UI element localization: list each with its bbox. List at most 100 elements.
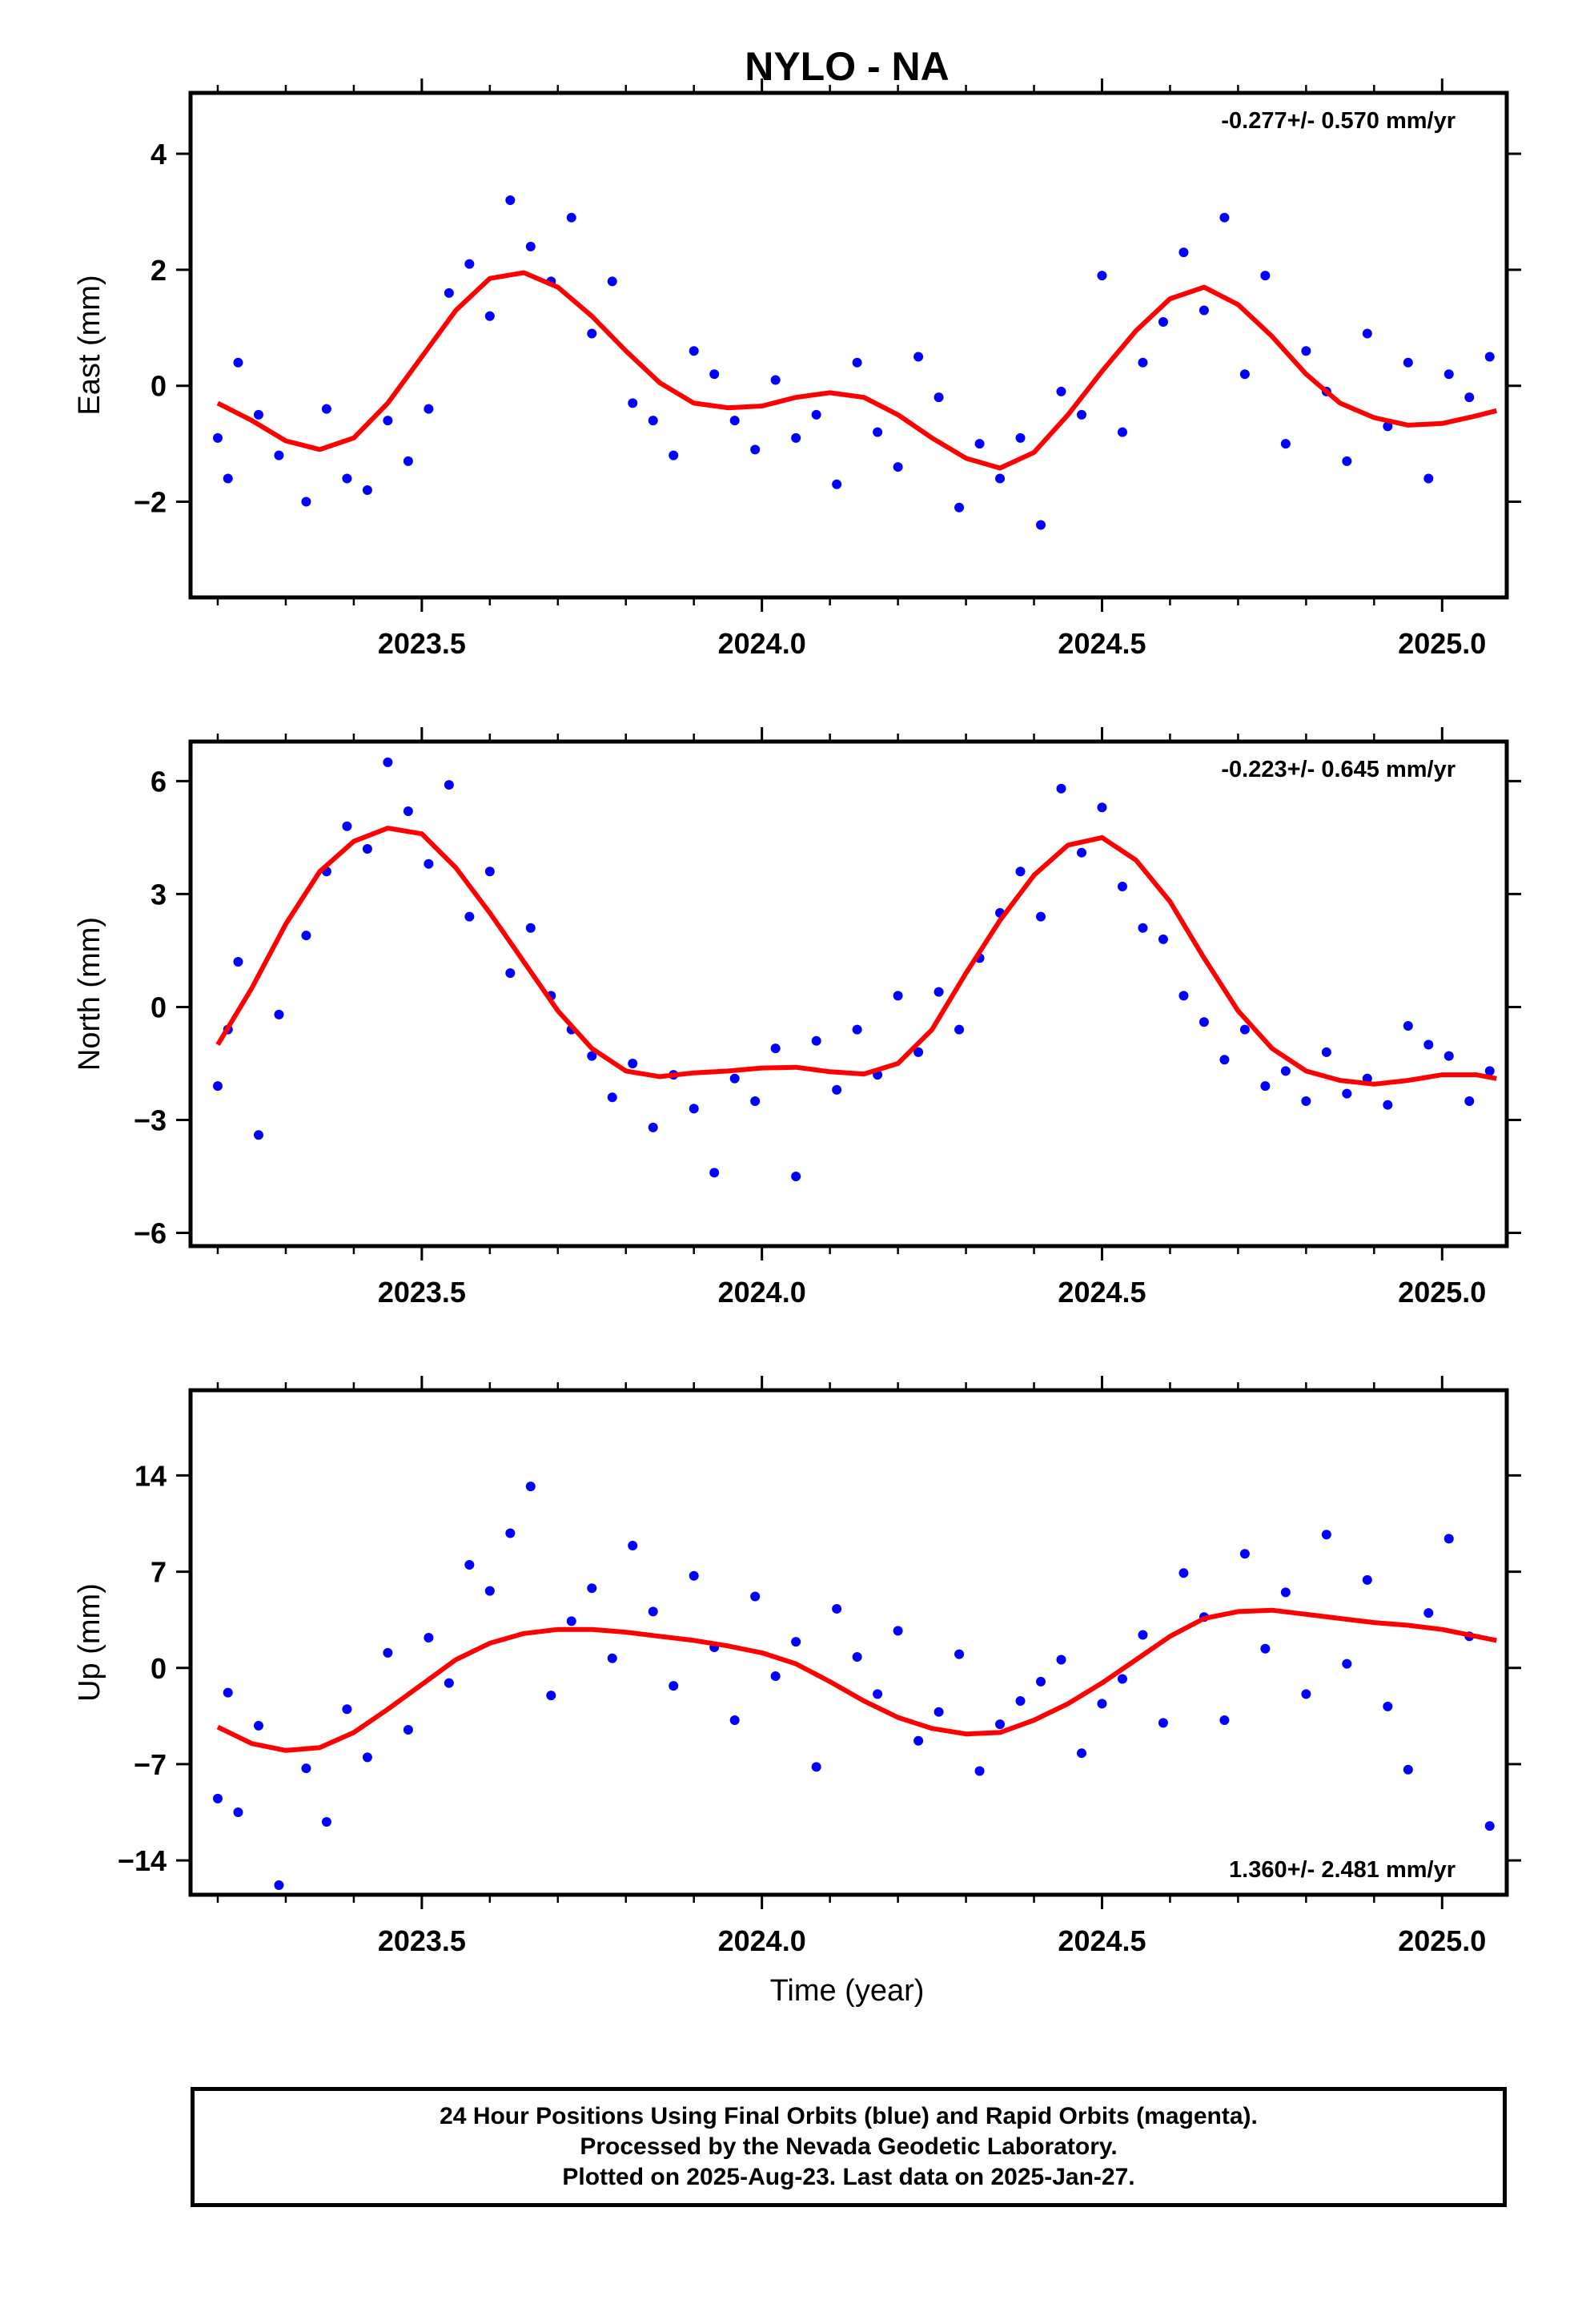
up-y-tick-label: −14 [118, 1844, 167, 1877]
north-data-point [587, 1051, 597, 1061]
east-y-tick-label: 4 [151, 138, 167, 171]
east-plot-frame [188, 90, 1509, 600]
up-data-point [587, 1583, 597, 1594]
north-data-point [464, 911, 475, 922]
east-data-point [1280, 439, 1291, 449]
north-model-fit-line [215, 826, 1497, 1087]
north-data-point [1464, 1096, 1475, 1106]
east-data-point [1117, 427, 1127, 437]
north-data-point [648, 1122, 658, 1132]
east-velocity-label: -0.277+/- 0.570 mm/yr [1221, 108, 1456, 134]
north-velocity-label: -0.223+/- 0.645 mm/yr [1221, 757, 1456, 782]
up-data-point [1056, 1655, 1066, 1665]
north-data-point [1199, 1017, 1209, 1027]
up-data-point [1076, 1748, 1086, 1759]
east-y-tick-label: 0 [151, 370, 167, 403]
north-data-point [1015, 866, 1026, 877]
north-data-point [1178, 991, 1189, 1001]
east-data-point [954, 502, 965, 513]
north-data-point [832, 1084, 842, 1095]
up-y-tick-label: −7 [134, 1748, 167, 1781]
up-data-point [954, 1649, 965, 1659]
up-x-tick-label: 2024.5 [1058, 1924, 1146, 1957]
east-data-point [1056, 386, 1066, 396]
north-data-point [1383, 1100, 1393, 1110]
east-y-axis-label: East (mm) [73, 275, 106, 415]
east-data-point [1036, 520, 1046, 530]
east-data-point [362, 485, 372, 496]
north-data-point [811, 1035, 821, 1046]
east-x-tick-label: 2024.0 [718, 627, 806, 660]
east-data-point [709, 369, 720, 380]
up-data-point [1219, 1715, 1230, 1725]
panels: 2023.5 2024.0 2024.5 2025.0 −2 0 2 4 East (mm) -0… [73, 78, 1521, 1957]
up-data-point [995, 1719, 1006, 1730]
east-data-point [791, 432, 801, 443]
east-data-point [1464, 392, 1475, 403]
east-data-point [648, 416, 658, 426]
east-data-point [1138, 357, 1148, 368]
north-data-point [383, 757, 393, 767]
up-data-point [648, 1606, 658, 1617]
east-data-point [934, 392, 944, 403]
north-panel: 2023.5 2024.0 2024.5 2025.0 −6 −3 0 3 6 North (mm… [73, 727, 1521, 1309]
footer-line-3: Plotted on 2025-Aug-23. Last data on 202… [562, 2164, 1135, 2190]
east-data-point [1362, 328, 1372, 339]
north-data-point [791, 1172, 801, 1182]
north-data-point [525, 923, 536, 933]
up-data-point [607, 1653, 617, 1663]
north-data-point [954, 1024, 965, 1035]
up-data-point [1484, 1821, 1495, 1831]
up-data-point [1138, 1630, 1148, 1640]
north-data-point [1301, 1096, 1311, 1106]
east-data-point [852, 357, 862, 368]
east-data-point [689, 346, 699, 356]
up-data-point [1117, 1674, 1127, 1684]
east-data-point [1383, 421, 1393, 432]
north-y-tick-label: −3 [134, 1104, 167, 1137]
footer-caption-box: 24 Hour Positions Using Final Orbits (bl… [191, 2087, 1507, 2207]
up-data-point [1239, 1549, 1250, 1559]
east-data-point [444, 287, 454, 298]
east-y-tick-label: 2 [151, 254, 167, 287]
up-y-tick-label: 0 [151, 1652, 167, 1685]
north-x-tick-label: 2024.0 [718, 1276, 806, 1309]
east-data-point [1076, 409, 1086, 420]
up-data-point [464, 1560, 475, 1570]
up-data-point [770, 1671, 781, 1682]
east-data-point [750, 444, 761, 455]
north-y-tick-label: −6 [134, 1217, 167, 1250]
up-data-point [934, 1707, 944, 1717]
north-y-axis-label: North (mm) [73, 917, 106, 1071]
east-y-tick-label: −2 [134, 486, 167, 519]
east-data-point [233, 357, 243, 368]
north-data-point [770, 1043, 781, 1054]
up-data-point [1423, 1608, 1434, 1618]
up-data-point [1036, 1676, 1046, 1687]
east-data-point [974, 439, 985, 449]
east-model-fit-line [216, 270, 1498, 471]
up-x-tick-label: 2023.5 [378, 1924, 466, 1957]
north-y-tick-label: 0 [151, 991, 167, 1023]
east-data-point [729, 416, 740, 426]
up-data-point [1383, 1701, 1393, 1711]
up-data-point [1443, 1534, 1454, 1544]
east-data-point [525, 241, 536, 251]
up-data-point [301, 1763, 311, 1774]
up-data-point [974, 1766, 985, 1776]
north-data-point [1321, 1047, 1331, 1057]
east-data-point [1158, 317, 1168, 328]
up-data-point [750, 1591, 761, 1602]
up-data-point [1280, 1587, 1291, 1598]
north-data-point [253, 1130, 263, 1140]
east-data-point [1484, 352, 1495, 362]
north-plot-frame [188, 739, 1509, 1248]
east-data-point [1178, 247, 1189, 258]
north-data-point [729, 1073, 740, 1084]
north-data-point [1403, 1020, 1413, 1031]
up-data-point [566, 1616, 576, 1626]
up-data-point [1097, 1699, 1107, 1709]
north-data-point [689, 1104, 699, 1114]
north-data-point [1484, 1066, 1495, 1076]
